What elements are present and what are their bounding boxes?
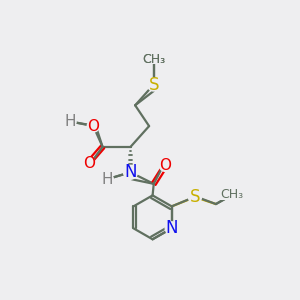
Text: O: O — [83, 155, 95, 170]
Circle shape — [87, 120, 99, 132]
Text: O: O — [159, 158, 171, 173]
Text: N: N — [124, 163, 137, 181]
Text: N: N — [166, 219, 178, 237]
FancyBboxPatch shape — [141, 54, 167, 64]
Circle shape — [64, 116, 76, 128]
Text: H: H — [101, 172, 113, 187]
Circle shape — [147, 78, 160, 91]
Circle shape — [165, 222, 178, 235]
Text: S: S — [148, 76, 159, 94]
FancyBboxPatch shape — [219, 190, 246, 200]
Text: O: O — [87, 118, 99, 134]
Text: CH₃: CH₃ — [142, 52, 165, 66]
Text: S: S — [190, 188, 200, 206]
Text: H: H — [64, 114, 76, 129]
Circle shape — [188, 191, 202, 204]
Circle shape — [82, 157, 95, 169]
Circle shape — [101, 173, 113, 185]
Text: CH₃: CH₃ — [220, 188, 244, 201]
Text: CH₃: CH₃ — [142, 52, 165, 66]
Circle shape — [124, 165, 137, 179]
Circle shape — [159, 159, 171, 171]
